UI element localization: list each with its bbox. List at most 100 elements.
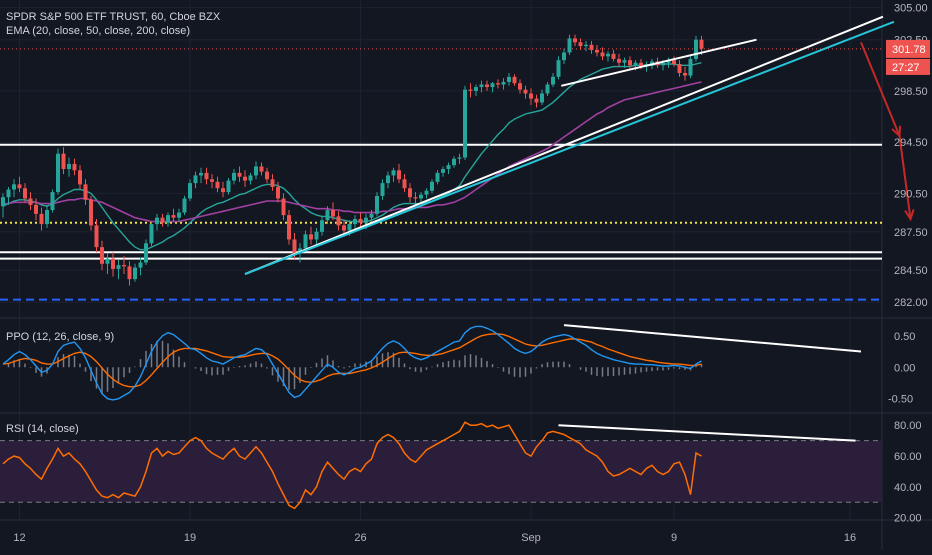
candle-body — [1, 197, 5, 207]
rsi-legend[interactable]: RSI (14, close) — [6, 423, 79, 435]
candle-body — [375, 195, 379, 214]
candle-body — [122, 265, 126, 267]
candle-body — [72, 163, 77, 171]
candle-body — [287, 215, 291, 240]
candle-body — [100, 247, 104, 264]
candle-body — [677, 64, 682, 73]
candle-body — [314, 231, 319, 240]
projection-segment[interactable] — [860, 41, 901, 137]
ppo-line — [2, 325, 702, 401]
ppo-axis-label: 0.00 — [894, 362, 915, 374]
candle-body — [567, 38, 572, 53]
candle-body — [397, 170, 401, 180]
candle-body — [479, 84, 484, 88]
candle-body — [562, 52, 566, 61]
time-axis-label: 9 — [671, 532, 677, 544]
ema50-line — [3, 81, 702, 223]
trendline-cyan[interactable] — [244, 20, 895, 275]
rsi-axis-label: 60.00 — [894, 451, 922, 463]
rsi-divergence-line[interactable] — [558, 424, 856, 442]
ema-legend[interactable]: EMA (20, close, 50, close, 200, close) — [6, 25, 191, 37]
candle-body — [699, 39, 704, 49]
symbol-title[interactable]: SPDR S&P 500 ETF TRUST, 60, Cboe BZX — [6, 11, 221, 23]
candle-body — [309, 234, 313, 240]
ppo-divergence-line[interactable] — [563, 324, 862, 353]
candle-body — [441, 169, 445, 173]
candle-body — [28, 198, 33, 205]
candle-body — [6, 189, 11, 198]
candle-body — [380, 183, 385, 196]
candle-body — [243, 176, 247, 181]
candle-body — [694, 39, 698, 59]
candle-body — [622, 60, 627, 63]
candle-body — [463, 89, 467, 158]
countdown-tag — [886, 58, 930, 75]
candle-body — [336, 216, 341, 226]
candle-body — [292, 239, 297, 254]
candle-body — [584, 44, 588, 47]
projection-segment[interactable] — [898, 135, 912, 220]
candle-body — [56, 153, 60, 193]
candle-body — [248, 175, 253, 181]
candle-body — [650, 61, 654, 65]
trendline-white[interactable] — [561, 38, 757, 87]
price-axis-label: 284.50 — [894, 265, 928, 277]
rsi-line — [2, 421, 702, 510]
candle-body — [254, 166, 258, 176]
candle-body — [529, 93, 533, 99]
candle-body — [199, 172, 203, 176]
candle-body — [408, 188, 412, 198]
ppo-legend[interactable]: PPO (12, 26, close, 9) — [6, 331, 115, 343]
time-axis-label: 16 — [844, 532, 856, 544]
candle-body — [617, 58, 621, 63]
candle-body — [67, 163, 71, 170]
last-price-value: 301.78 — [892, 44, 926, 56]
candle-body — [490, 83, 495, 88]
candle-body — [276, 186, 280, 199]
candle-body — [210, 179, 214, 182]
candle-body — [683, 72, 687, 76]
price-axis-label: 290.50 — [894, 188, 928, 200]
candle-body — [413, 197, 418, 199]
rsi-axis-label: 80.00 — [894, 420, 922, 432]
candle-body — [545, 84, 550, 94]
candle-body — [215, 181, 220, 189]
candle-body — [94, 225, 99, 248]
candle-body — [89, 199, 93, 226]
candle-body — [45, 210, 49, 225]
rsi-axis-label: 40.00 — [894, 482, 922, 494]
candle-body — [347, 224, 352, 231]
candle-body — [12, 184, 16, 190]
last-price-tag — [886, 39, 930, 58]
candle-body — [23, 188, 27, 199]
candle-body — [369, 213, 374, 218]
main-legend: SPDR S&P 500 ETF TRUST, 60, Cboe BZX EMA… — [6, 10, 220, 38]
candle-body — [226, 180, 231, 193]
candle-body — [320, 220, 324, 232]
candle-body — [144, 243, 148, 263]
candle-body — [523, 89, 528, 94]
candle-body — [358, 218, 363, 223]
time-axis-label: 12 — [13, 532, 25, 544]
candle-body — [303, 234, 308, 249]
projection-arrowhead — [904, 209, 915, 222]
candle-body — [171, 215, 176, 218]
candle-body — [270, 179, 275, 187]
candle-body — [281, 198, 286, 216]
price-axis-label: 287.50 — [894, 227, 928, 239]
candle-body — [182, 198, 187, 213]
time-axis-label: Sep — [521, 532, 541, 544]
candle-body — [34, 204, 38, 214]
candle-body — [430, 181, 434, 191]
ema20-line — [2, 62, 702, 251]
candle-body — [78, 170, 82, 185]
candle-body — [507, 76, 511, 82]
candle-body — [672, 60, 676, 65]
rsi-band — [0, 440, 882, 503]
trendline-white[interactable] — [244, 15, 884, 275]
candle-body — [61, 153, 66, 170]
candle-body — [452, 158, 456, 166]
candle-body — [237, 172, 242, 177]
candle-body — [259, 166, 264, 172]
